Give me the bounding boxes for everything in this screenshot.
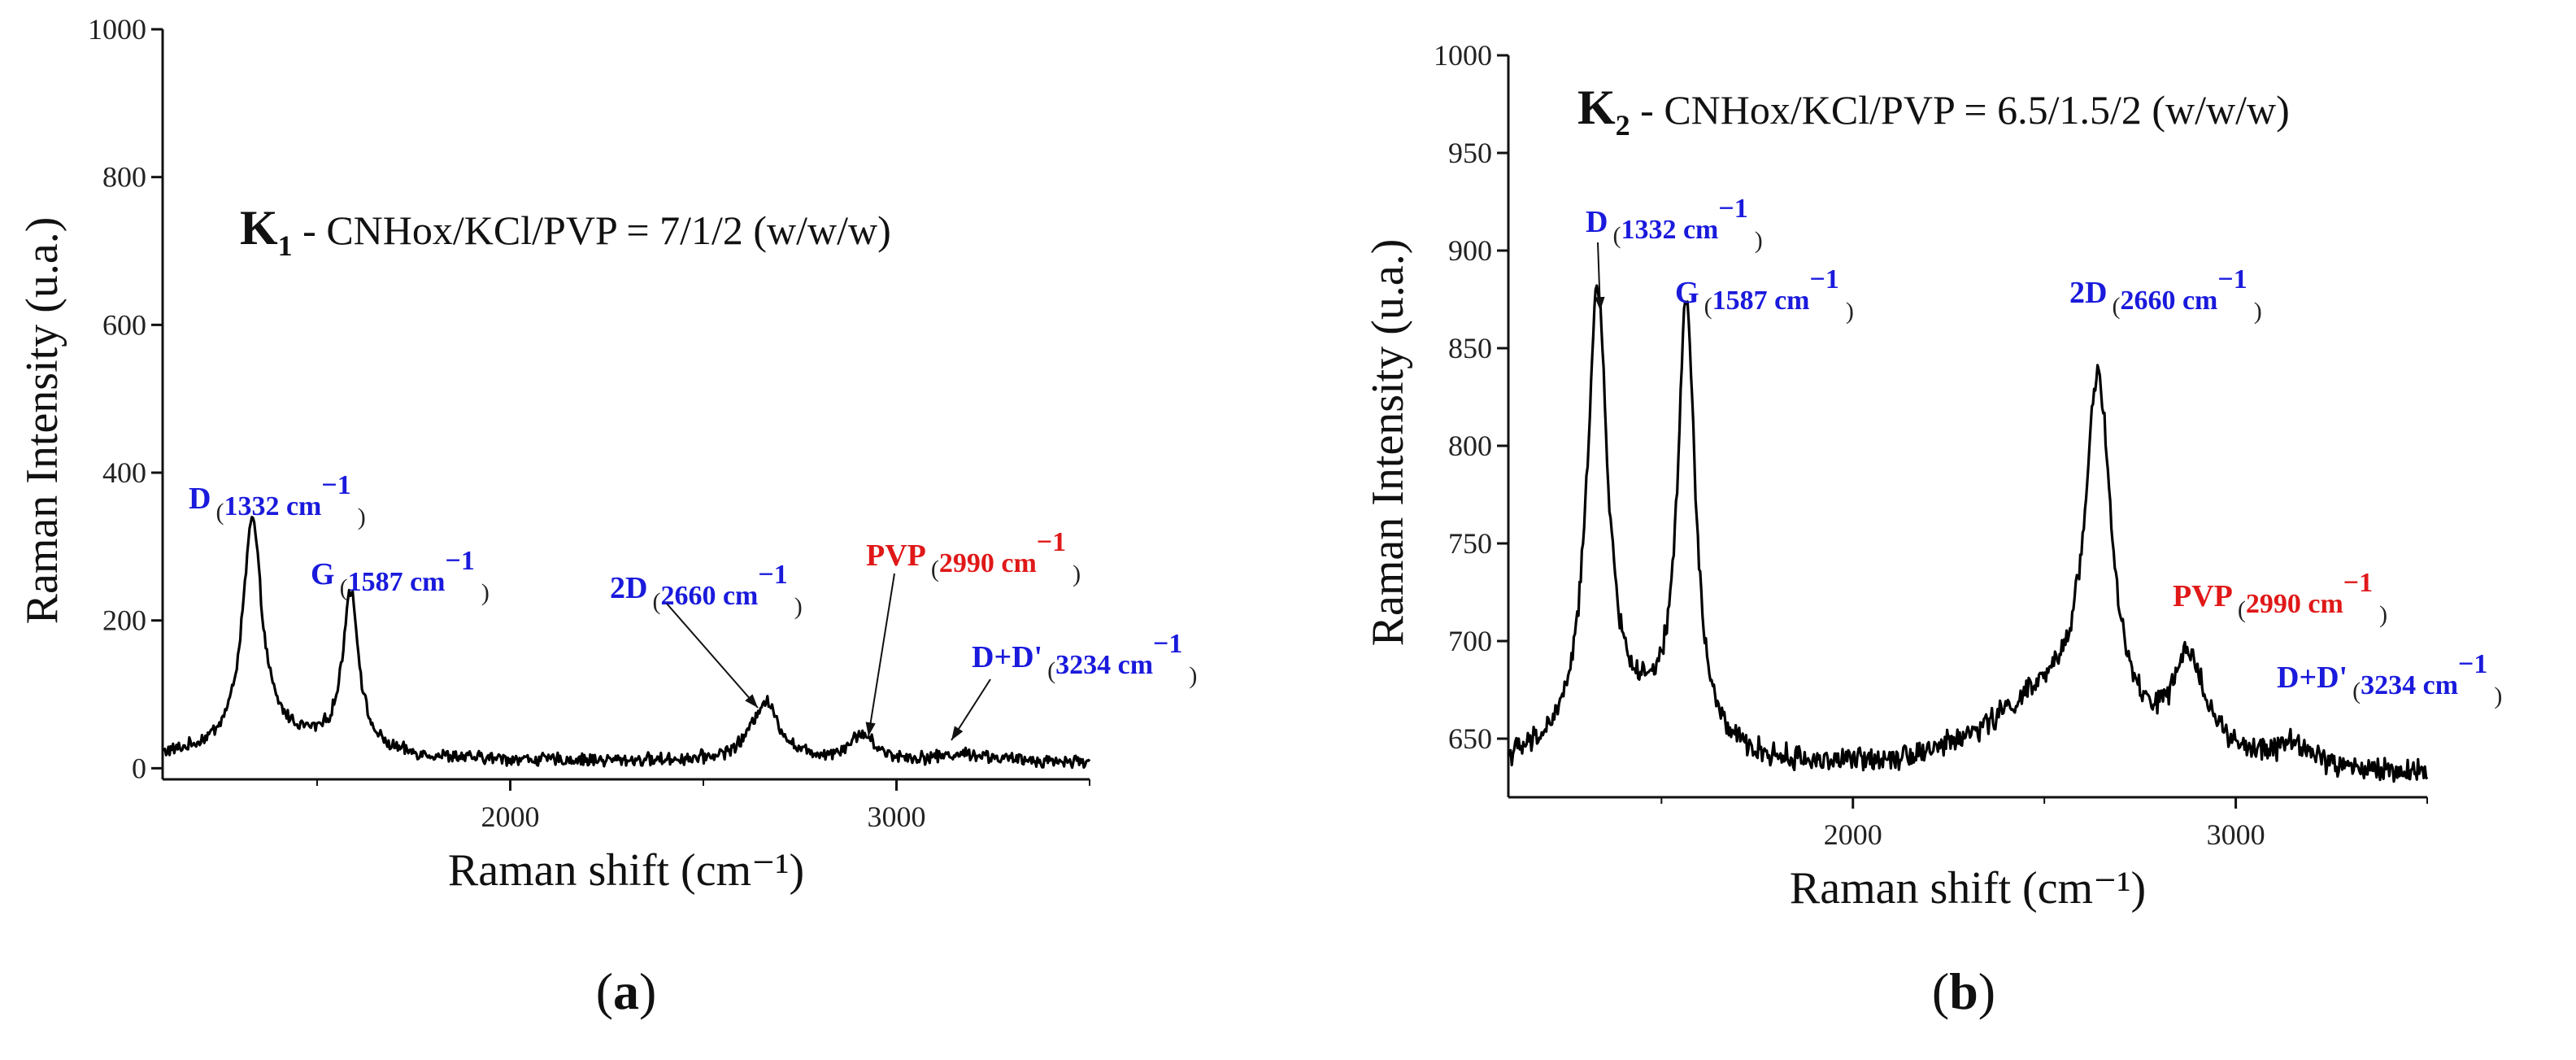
chart-panel-a: 2000 3000 0 200 400 600 800 1000 Raman shift (cm… <box>17 13 1197 1020</box>
y-tick-label: 900 <box>1448 234 1492 267</box>
peak-annotation: 2D (2660 cm−1) <box>2069 264 2262 325</box>
y-tick-label: 800 <box>102 161 146 194</box>
arrow-head <box>745 694 758 708</box>
annotation-arrow <box>868 573 895 737</box>
chart-title: K1 - CNHox/KCl/PVP = 7/1/2 (w/w/w) <box>240 201 891 262</box>
y-tick-label: 600 <box>102 308 146 341</box>
spectrum-line <box>161 516 1091 770</box>
arrow-head <box>1595 296 1605 311</box>
x-tick-label: 3000 <box>2207 818 2265 851</box>
y-axis-label: Raman Intensity (u.a.) <box>1363 239 1413 647</box>
y-axis-label: Raman Intensity (u.a.) <box>17 217 67 625</box>
x-tick-label: 2000 <box>1824 818 1882 851</box>
y-tick-label: 400 <box>102 456 146 489</box>
x-axis-label: Raman shift (cm⁻¹) <box>448 845 804 896</box>
annotation-arrow <box>666 603 759 709</box>
peak-annotation: D+D' (3234 cm−1) <box>972 629 1197 689</box>
peak-annotation: D (1332 cm−1) <box>1586 194 1763 254</box>
x-tick-label: 2000 <box>481 800 540 833</box>
peak-annotation: PVP (2990 cm−1) <box>866 527 1081 587</box>
spectrum-line <box>1507 284 2429 783</box>
arrow-head <box>865 722 876 736</box>
y-tick-label: 200 <box>102 604 146 637</box>
y-tick-label: 0 <box>132 752 146 784</box>
chart-panel-b: 2000 3000 650 700 750 800 850 900 950 1000 Raman s… <box>1363 39 2502 1020</box>
y-tick-label: 650 <box>1448 722 1492 755</box>
y-tick-label: 950 <box>1448 137 1492 169</box>
y-tick-label: 800 <box>1448 430 1492 462</box>
x-axis-label: Raman shift (cm⁻¹) <box>1790 863 2146 914</box>
peak-annotation: G (1587 cm−1) <box>1675 264 1854 325</box>
panel-caption: (a) <box>596 962 657 1020</box>
y-tick-label: 850 <box>1448 332 1492 364</box>
y-tick-label: 1000 <box>1434 39 1492 72</box>
chart-title: K2 - CNHox/KCl/PVP = 6.5/1.5/2 (w/w/w) <box>1577 81 2290 142</box>
y-tick-label: 1000 <box>88 13 146 46</box>
peak-annotation: D+D' (3234 cm−1) <box>2277 649 2502 709</box>
peak-annotation: D (1332 cm−1) <box>189 470 366 530</box>
y-tick-label: 700 <box>1448 625 1492 657</box>
peak-annotation: G (1587 cm−1) <box>311 546 490 606</box>
y-tick-label: 750 <box>1448 527 1492 560</box>
panel-caption: (b) <box>1932 962 1995 1020</box>
arrow-head <box>951 726 964 740</box>
peak-annotation: 2D (2660 cm−1) <box>610 560 803 620</box>
peak-annotation: PVP (2990 cm−1) <box>2173 568 2387 628</box>
x-tick-label: 3000 <box>868 800 926 833</box>
